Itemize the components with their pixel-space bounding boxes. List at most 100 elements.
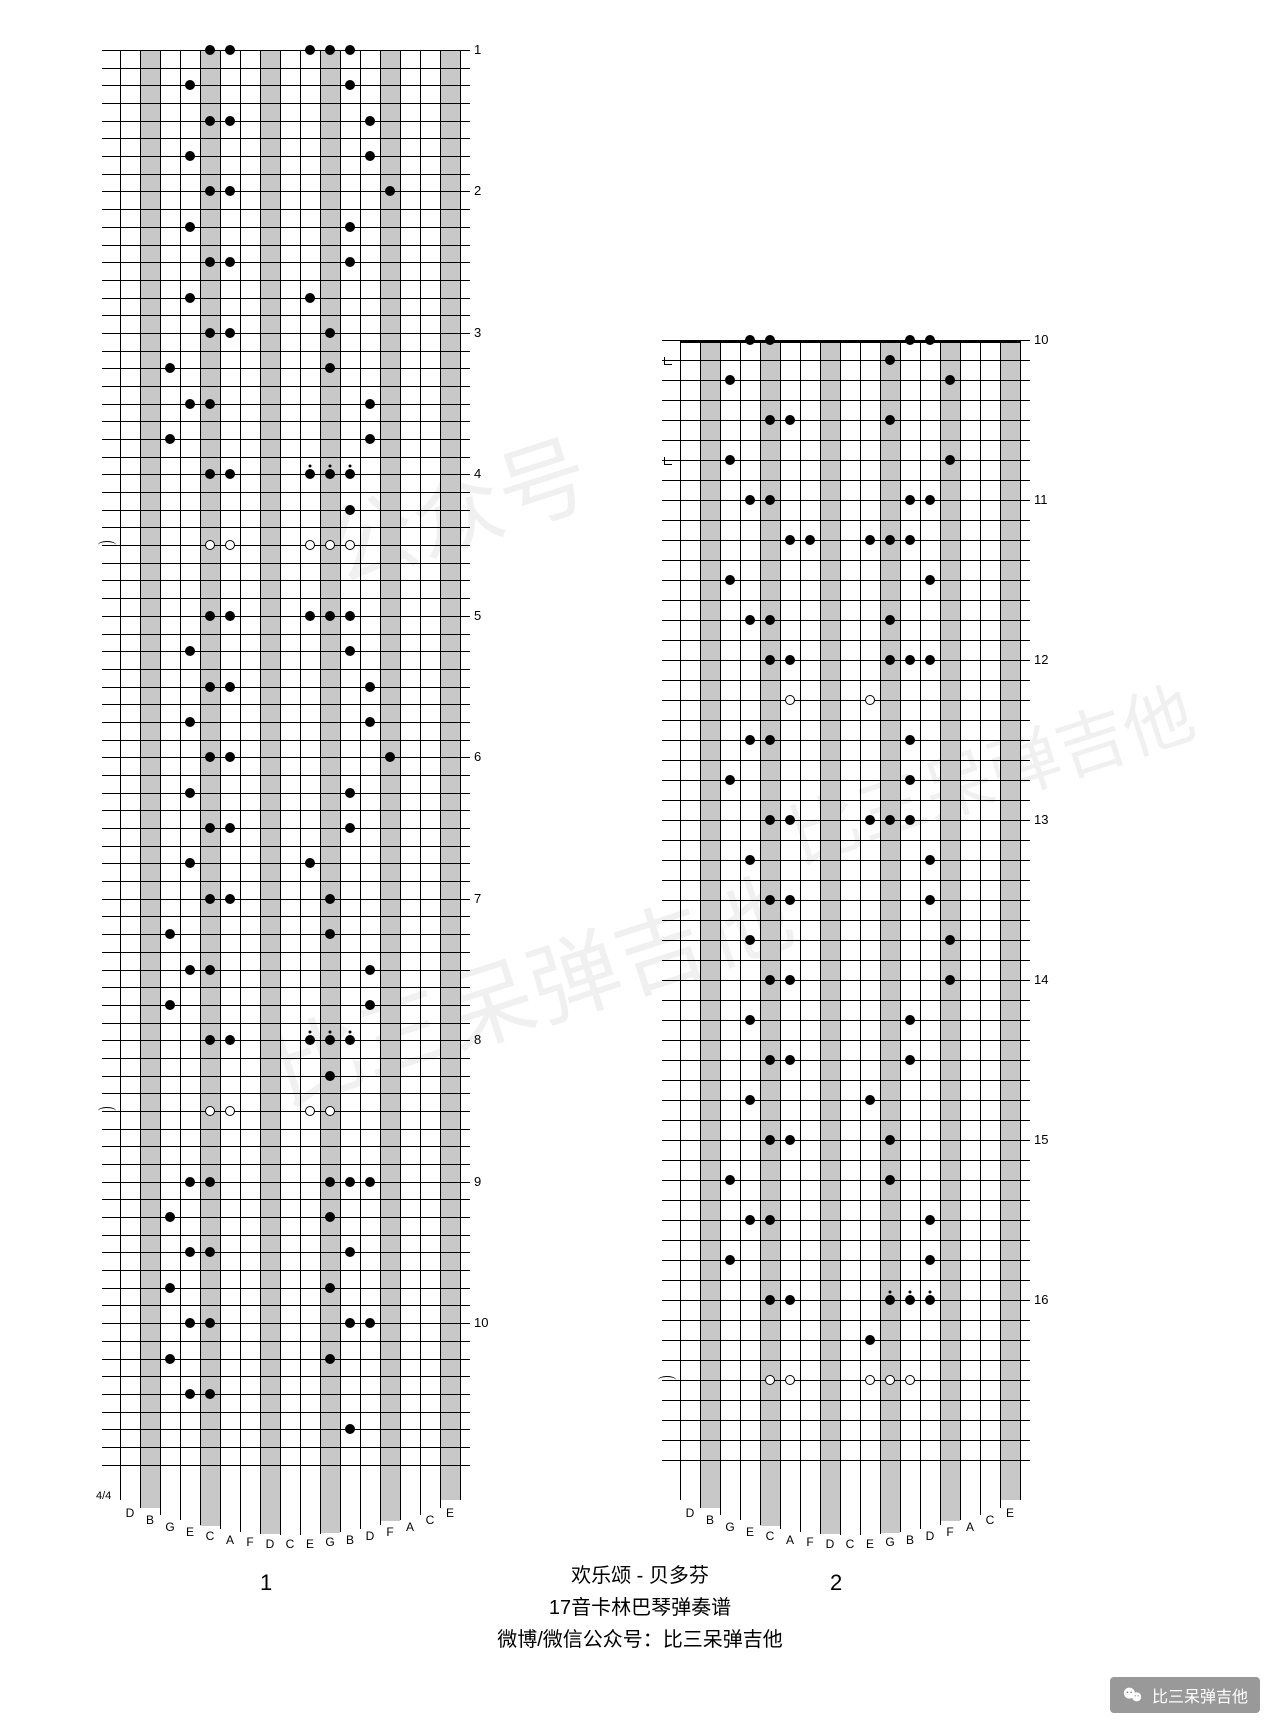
note-filled xyxy=(205,611,215,621)
time-line xyxy=(662,660,1030,661)
note-filled xyxy=(325,929,335,939)
note-filled xyxy=(365,116,375,126)
note-filled xyxy=(325,1177,335,1187)
measure-number: 4 xyxy=(474,466,481,481)
time-line xyxy=(662,680,1030,681)
time-line xyxy=(102,987,470,988)
note-filled xyxy=(905,815,915,825)
tine-label: C xyxy=(426,1513,435,1527)
note-filled xyxy=(345,823,355,833)
note-filled xyxy=(345,1035,355,1045)
note-filled xyxy=(205,469,215,479)
tine-label: B xyxy=(146,1513,154,1527)
note-filled xyxy=(345,1177,355,1187)
time-line xyxy=(662,860,1030,861)
note-open xyxy=(905,1375,915,1385)
measure-number: 10 xyxy=(474,1315,488,1330)
time-line xyxy=(102,1323,470,1324)
note-filled xyxy=(325,45,335,55)
time-line xyxy=(102,1129,470,1130)
tine-line xyxy=(440,50,441,1508)
note-filled xyxy=(345,646,355,656)
tine-label: D xyxy=(826,1537,835,1551)
time-line xyxy=(102,793,470,794)
note-filled xyxy=(185,151,195,161)
tine-line xyxy=(940,340,941,1525)
note-filled xyxy=(185,222,195,232)
note-filled xyxy=(345,788,355,798)
note-filled xyxy=(225,328,235,338)
time-line xyxy=(102,421,470,422)
time-line xyxy=(102,156,470,157)
measure-number: 3 xyxy=(474,325,481,340)
note-filled xyxy=(785,1295,795,1305)
note-filled xyxy=(925,895,935,905)
note-filled xyxy=(725,1255,735,1265)
time-line xyxy=(102,616,470,617)
note-filled xyxy=(365,399,375,409)
note-filled xyxy=(205,1389,215,1399)
note-filled xyxy=(325,1354,335,1364)
time-line xyxy=(102,1235,470,1236)
note-open xyxy=(345,540,355,550)
measure-number: 9 xyxy=(474,1174,481,1189)
tine-shaded xyxy=(380,50,400,1521)
note-filled xyxy=(205,1318,215,1328)
time-line xyxy=(662,640,1030,641)
note-filled xyxy=(225,45,235,55)
time-line xyxy=(662,400,1030,401)
time-line xyxy=(662,1460,1030,1461)
time-line xyxy=(102,828,470,829)
note-filled xyxy=(385,186,395,196)
note-filled xyxy=(365,1000,375,1010)
time-line xyxy=(102,315,470,316)
note-filled xyxy=(925,1215,935,1225)
time-line xyxy=(662,1240,1030,1241)
note-filled xyxy=(165,434,175,444)
note-filled xyxy=(225,752,235,762)
note-filled xyxy=(225,257,235,267)
note-filled xyxy=(185,399,195,409)
time-line xyxy=(662,1260,1030,1261)
time-line xyxy=(102,1429,470,1430)
tine-shaded xyxy=(320,50,340,1533)
time-line xyxy=(662,1300,1030,1301)
tine-label: E xyxy=(186,1525,194,1539)
note-filled xyxy=(225,823,235,833)
note-filled xyxy=(765,1055,775,1065)
note-filled xyxy=(365,434,375,444)
note-filled xyxy=(165,1283,175,1293)
tine-line xyxy=(360,50,361,1529)
note-filled xyxy=(205,399,215,409)
time-line xyxy=(102,846,470,847)
tine-label: G xyxy=(725,1520,734,1534)
note-filled xyxy=(205,752,215,762)
note-filled xyxy=(185,717,195,727)
tine-label: C xyxy=(286,1537,295,1551)
note-filled xyxy=(225,894,235,904)
note-filled xyxy=(905,655,915,665)
time-line xyxy=(102,191,470,192)
note-filled xyxy=(185,858,195,868)
time-line xyxy=(102,50,470,51)
tine-shaded xyxy=(880,340,900,1533)
note-filled xyxy=(205,186,215,196)
time-line xyxy=(102,1058,470,1059)
note-filled xyxy=(225,611,235,621)
note-filled xyxy=(365,682,375,692)
note-filled xyxy=(925,575,935,585)
note-filled xyxy=(345,505,355,515)
time-line xyxy=(102,1341,470,1342)
tine-line xyxy=(740,340,741,1520)
tine-label: G xyxy=(165,1520,174,1534)
note-open xyxy=(785,695,795,705)
time-line xyxy=(662,540,1030,541)
time-line xyxy=(102,704,470,705)
time-line xyxy=(662,380,1030,381)
tine-label: C xyxy=(766,1529,775,1543)
time-line xyxy=(102,970,470,971)
note-filled xyxy=(885,1295,895,1305)
note-filled xyxy=(765,895,775,905)
note-filled xyxy=(185,1389,195,1399)
tine-label: D xyxy=(366,1529,375,1543)
